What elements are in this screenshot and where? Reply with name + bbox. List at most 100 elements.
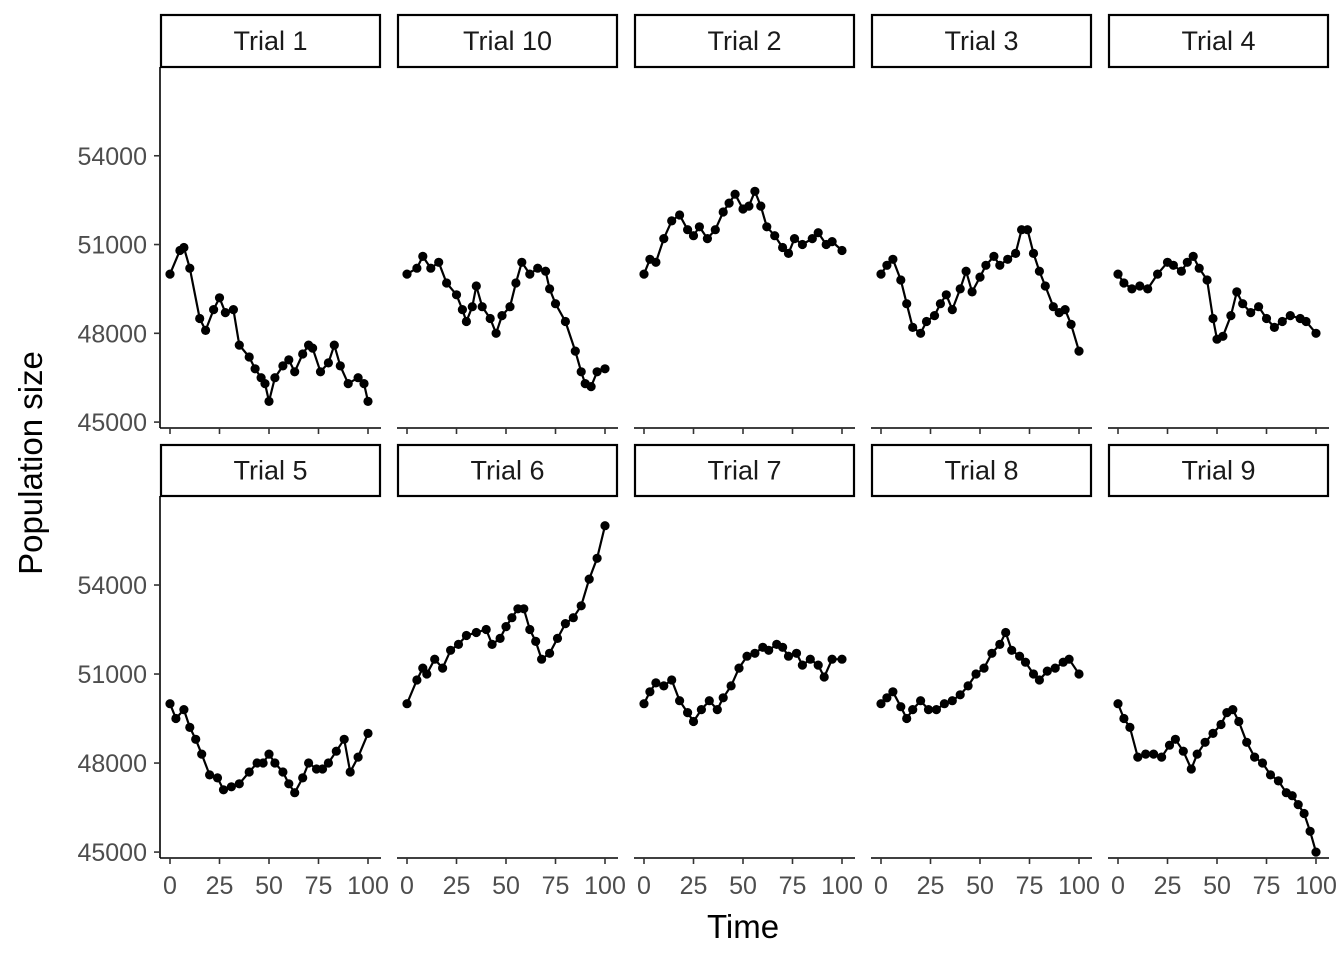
data-point: [783, 651, 794, 661]
series-line: [880, 228, 1081, 352]
y-tick-label: 48000: [77, 750, 147, 778]
x-tick-label: 100: [1295, 872, 1337, 900]
data-point: [244, 767, 254, 777]
data-point: [218, 785, 229, 795]
data-point: [402, 269, 412, 279]
data-point: [1119, 278, 1129, 288]
data-point: [531, 636, 541, 647]
facet-panel: Trial 2: [633, 13, 856, 434]
data-point: [675, 696, 685, 706]
data-point: [1305, 826, 1315, 836]
panels-layer: Trial 1 45000 48000 51000 54000 Trial 10 Trial…: [77, 13, 1337, 900]
data-point: [813, 228, 823, 238]
data-point: [560, 619, 571, 629]
data-point: [967, 287, 977, 297]
data-point: [205, 770, 215, 780]
data-point: [545, 648, 555, 658]
data-point: [1034, 266, 1044, 276]
facet-strip: [159, 443, 382, 498]
data-point: [600, 364, 610, 374]
data-point: [783, 248, 794, 258]
x-tick-label: 75: [1016, 872, 1044, 900]
facet-strip-label: Trial 5: [233, 456, 307, 486]
x-tick-label: 50: [729, 872, 757, 900]
data-point: [1127, 284, 1137, 294]
y-tick-label: 54000: [77, 143, 147, 171]
data-point: [963, 681, 973, 691]
data-point: [1285, 311, 1295, 321]
data-point: [298, 773, 308, 783]
series-line: [880, 631, 1080, 720]
data-point: [185, 722, 195, 733]
y-tick-label: 51000: [77, 661, 147, 689]
data-point: [171, 713, 181, 724]
data-point: [961, 266, 971, 276]
data-point: [1186, 764, 1196, 774]
data-point: [939, 699, 950, 709]
data-point: [220, 308, 230, 318]
data-point: [550, 299, 561, 309]
data-point: [353, 752, 363, 762]
data-point: [955, 284, 965, 294]
data-point: [1261, 313, 1272, 324]
data-point: [477, 302, 487, 312]
data-point: [688, 716, 699, 727]
facet-strip-label: Trial 3: [944, 26, 1018, 56]
data-point: [789, 234, 800, 244]
data-point: [778, 242, 788, 253]
data-point: [600, 521, 610, 531]
data-point: [916, 328, 926, 338]
data-point: [201, 325, 211, 335]
data-point: [209, 305, 219, 315]
data-point: [659, 234, 669, 244]
data-point: [1250, 752, 1260, 762]
data-point: [704, 696, 714, 706]
data-point: [234, 779, 244, 789]
facet-panel: Trial 7 0 25 50 75 100: [633, 443, 863, 900]
data-point: [688, 231, 699, 241]
data-point: [882, 260, 892, 270]
data-point: [1232, 287, 1242, 297]
data-point: [750, 186, 760, 196]
data-point: [165, 699, 175, 709]
data-point: [290, 367, 300, 377]
data-point: [570, 346, 580, 356]
data-point: [730, 189, 740, 199]
data-point: [185, 263, 195, 273]
x-tick-label: 0: [400, 872, 414, 900]
data-point: [1170, 734, 1180, 744]
data-point: [837, 654, 847, 664]
data-point: [1182, 257, 1192, 267]
data-point: [1143, 284, 1153, 294]
data-point: [1022, 225, 1033, 235]
x-tick-label: 75: [779, 872, 807, 900]
facet-panel: Trial 3: [870, 13, 1093, 434]
data-point: [770, 231, 780, 241]
data-point: [1216, 719, 1226, 730]
data-point: [702, 234, 713, 244]
data-point: [422, 669, 432, 679]
data-point: [264, 396, 274, 406]
data-point: [359, 379, 369, 389]
data-point: [517, 257, 527, 267]
data-point: [226, 782, 236, 792]
x-tick-label: 25: [917, 872, 945, 900]
data-point: [442, 278, 452, 288]
facet-panel: Trial 5 0 25 50 75 100 45000 48000 51000 54000: [77, 443, 389, 900]
data-point: [1042, 666, 1052, 676]
x-tick-label: 75: [542, 872, 570, 900]
series-line: [643, 643, 842, 723]
data-point: [487, 639, 497, 650]
data-point: [837, 245, 847, 256]
data-point: [485, 313, 495, 324]
data-point: [471, 281, 481, 291]
data-point: [461, 316, 471, 327]
data-point: [791, 648, 802, 658]
data-point: [639, 699, 649, 709]
data-point: [1208, 313, 1218, 324]
data-point: [718, 207, 728, 217]
data-point: [1135, 281, 1145, 291]
data-point: [1157, 752, 1167, 762]
data-point: [908, 705, 918, 715]
facet-panel: Trial 8 0 25 50 75 100: [870, 443, 1100, 900]
